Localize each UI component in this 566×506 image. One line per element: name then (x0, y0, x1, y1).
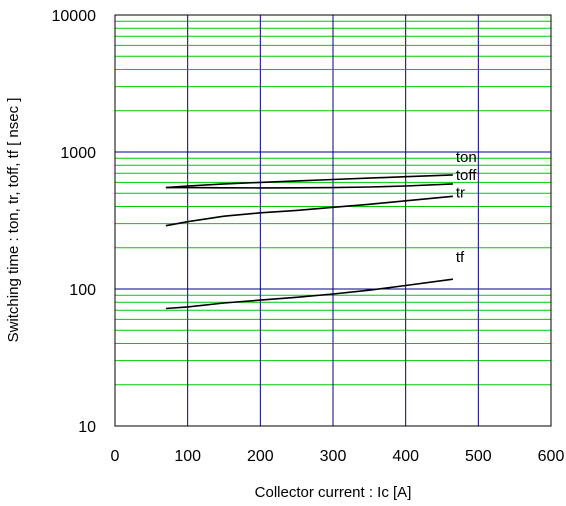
series-label-ton: ton (456, 149, 477, 166)
x-axis-title: Collector current : Ic [A] (255, 484, 412, 501)
series-label-tf: tf (456, 249, 465, 266)
series-line-tr (165, 195, 453, 227)
series-lines (165, 174, 454, 310)
x-tick-labels: 0 100 200 300 400 500 600 (111, 448, 565, 465)
y-tick-label: 1000 (60, 145, 96, 162)
x-tick-label: 600 (538, 448, 565, 465)
series-label-tr: tr (456, 184, 465, 201)
x-tick-label: 200 (247, 448, 274, 465)
y-tick-label: 10 (78, 419, 96, 436)
series-line-tf (165, 278, 454, 310)
y-axis-title: Switching time : ton, tr, toff, tf [ nse… (5, 98, 22, 343)
x-tick-label: 500 (465, 448, 492, 465)
y-tick-label: 10000 (52, 8, 97, 25)
x-tick-label: 100 (174, 448, 201, 465)
x-tick-label: 300 (320, 448, 347, 465)
x-tick-label: 0 (111, 448, 120, 465)
major-grid (115, 15, 551, 426)
y-tick-label: 100 (69, 282, 96, 299)
plot-frame (114, 14, 552, 427)
x-tick-label: 400 (392, 448, 419, 465)
series-line-toff (165, 183, 453, 189)
series-label-toff: toff (456, 167, 477, 184)
series-line-ton (165, 174, 453, 189)
y-tick-labels: 10 100 1000 10000 (52, 8, 97, 436)
